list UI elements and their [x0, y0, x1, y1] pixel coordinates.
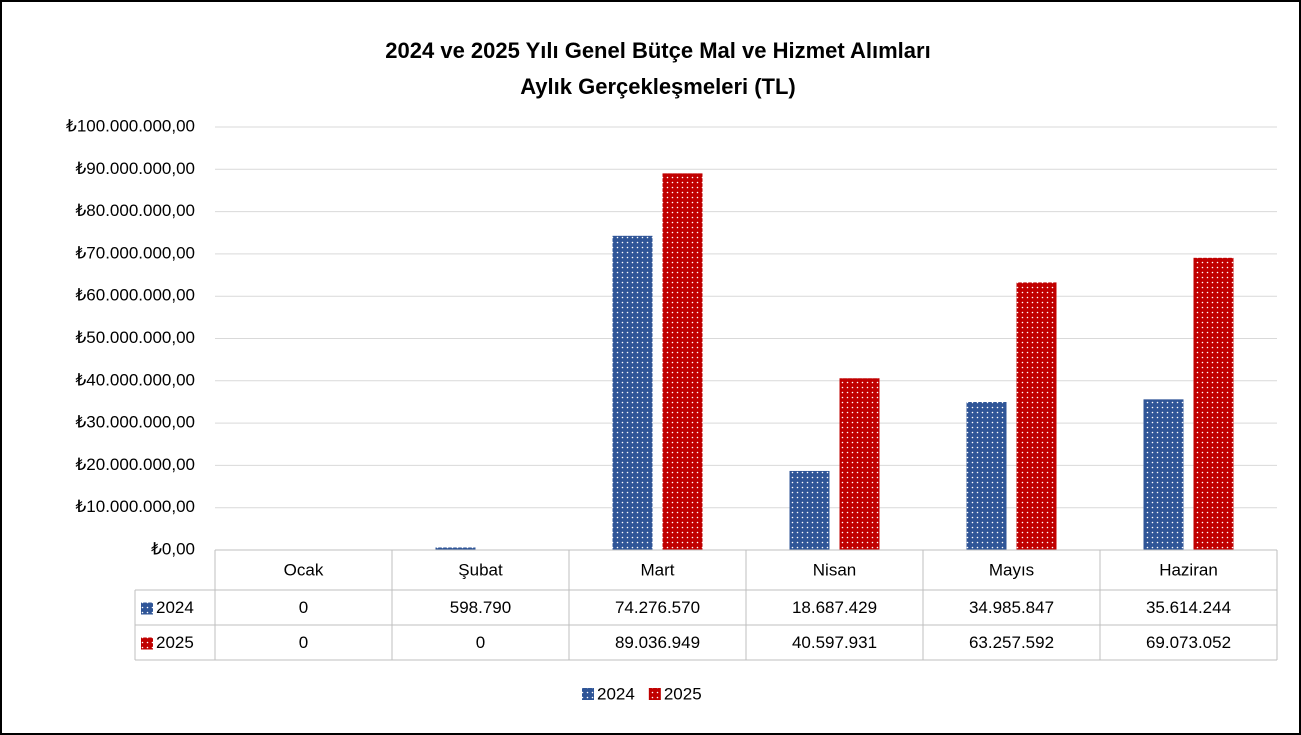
x-tick-label: Ocak — [284, 560, 324, 579]
legend-key — [141, 637, 153, 650]
y-tick-label: ₺80.000.000,00 — [75, 201, 195, 220]
legend-key — [141, 602, 153, 615]
x-tick-label: Mart — [641, 560, 675, 579]
bar — [662, 173, 703, 550]
table-cell: 34.985.847 — [969, 598, 1054, 617]
x-tick-label: Nisan — [813, 560, 856, 579]
table-row-label: 2025 — [156, 633, 194, 652]
table-cell: 63.257.592 — [969, 633, 1054, 652]
chart-title: 2024 ve 2025 Yılı Genel Bütçe Mal ve Hiz… — [385, 38, 930, 63]
bar — [612, 235, 653, 550]
y-tick-label: ₺100.000.000,00 — [66, 116, 195, 135]
chart-title: Aylık Gerçekleşmeleri (TL) — [520, 74, 796, 99]
bar — [839, 378, 880, 550]
table-cell: 598.790 — [450, 598, 511, 617]
y-tick-label: ₺20.000.000,00 — [75, 455, 195, 474]
bar — [1016, 282, 1057, 550]
bar — [435, 547, 476, 550]
y-tick-label: ₺10.000.000,00 — [75, 497, 195, 516]
table-row-label: 2024 — [156, 598, 194, 617]
legend-label: 2024 — [597, 684, 635, 703]
table-cell: 35.614.244 — [1146, 598, 1231, 617]
x-tick-label: Mayıs — [989, 560, 1034, 579]
y-tick-label: ₺30.000.000,00 — [75, 413, 195, 432]
table-cell: 89.036.949 — [615, 633, 700, 652]
legend-key — [582, 688, 594, 700]
table-cell: 0 — [299, 633, 308, 652]
x-tick-label: Şubat — [458, 560, 503, 579]
y-tick-label: ₺40.000.000,00 — [75, 370, 195, 389]
bar — [1193, 257, 1234, 550]
x-tick-label: Haziran — [1159, 560, 1218, 579]
table-cell: 40.597.931 — [792, 633, 877, 652]
table-cell: 0 — [299, 598, 308, 617]
y-tick-label: ₺70.000.000,00 — [75, 243, 195, 262]
y-tick-label: ₺90.000.000,00 — [75, 159, 195, 178]
y-tick-label: ₺60.000.000,00 — [75, 286, 195, 305]
legend-key — [648, 688, 661, 700]
bar — [1143, 399, 1184, 550]
legend-label: 2025 — [664, 684, 702, 703]
table-cell: 69.073.052 — [1146, 633, 1231, 652]
y-tick-label: ₺50.000.000,00 — [75, 328, 195, 347]
table-cell: 0 — [476, 633, 485, 652]
table-cell: 74.276.570 — [615, 598, 700, 617]
y-tick-label: ₺0,00 — [151, 539, 195, 558]
bar — [789, 470, 830, 550]
bar — [966, 402, 1007, 550]
table-cell: 18.687.429 — [792, 598, 877, 617]
